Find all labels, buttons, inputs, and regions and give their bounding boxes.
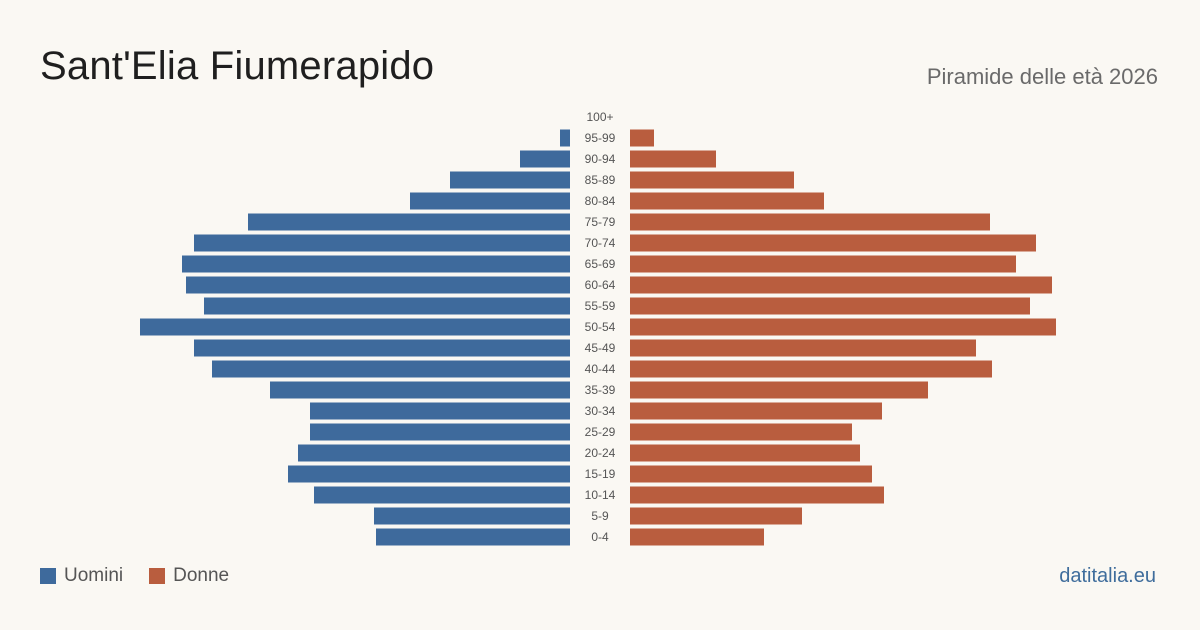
age-label-25-29: 25-29	[585, 425, 616, 439]
age-label-55-59: 55-59	[585, 299, 616, 313]
bar-men-75-79	[248, 213, 570, 231]
bar-men-10-14	[314, 486, 570, 504]
bar-women-75-79	[630, 213, 990, 231]
bar-men-15-19	[288, 465, 570, 483]
legend: Uomini Donne	[40, 565, 255, 587]
bar-women-25-29	[630, 423, 852, 441]
age-label-30-34: 30-34	[585, 404, 616, 418]
bar-women-95-99	[630, 129, 654, 147]
age-label-10-14: 10-14	[585, 488, 616, 502]
legend-label-men: Uomini	[64, 565, 124, 586]
age-label-65-69: 65-69	[585, 257, 616, 271]
brand-link[interactable]: datitalia.eu	[1059, 565, 1156, 587]
bar-men-85-89	[450, 171, 570, 189]
bar-men-30-34	[310, 402, 570, 420]
bar-women-15-19	[630, 465, 872, 483]
age-label-60-64: 60-64	[585, 278, 616, 292]
age-label-75-79: 75-79	[585, 215, 616, 229]
bar-women-80-84	[630, 192, 824, 210]
bar-men-65-69	[182, 255, 570, 273]
bar-women-85-89	[630, 171, 794, 189]
bar-men-55-59	[204, 297, 570, 315]
bar-women-60-64	[630, 276, 1052, 294]
bar-women-70-74	[630, 234, 1036, 252]
legend-swatch-men	[40, 568, 56, 584]
age-label-15-19: 15-19	[585, 467, 616, 481]
bar-men-50-54	[140, 318, 570, 336]
bar-women-0-4	[630, 528, 764, 546]
age-label-80-84: 80-84	[585, 194, 616, 208]
bar-women-50-54	[630, 318, 1056, 336]
bar-men-90-94	[520, 150, 570, 168]
bar-men-5-9	[374, 507, 570, 525]
bar-women-5-9	[630, 507, 802, 525]
legend-item-men: Uomini	[40, 565, 123, 587]
bar-men-80-84	[410, 192, 570, 210]
bar-men-40-44	[212, 360, 570, 378]
bar-men-95-99	[560, 129, 570, 147]
age-label-90-94: 90-94	[585, 152, 616, 166]
bar-women-65-69	[630, 255, 1016, 273]
legend-swatch-women	[149, 568, 166, 584]
age-label-50-54: 50-54	[585, 320, 616, 334]
bar-women-35-39	[630, 381, 928, 399]
bar-women-30-34	[630, 402, 882, 420]
age-label-20-24: 20-24	[585, 446, 616, 460]
bar-men-45-49	[194, 339, 570, 357]
age-label-100plus: 100+	[586, 110, 613, 124]
bar-men-60-64	[186, 276, 570, 294]
bar-women-55-59	[630, 297, 1030, 315]
bar-men-70-74	[194, 234, 570, 252]
bar-women-40-44	[630, 360, 992, 378]
bar-men-20-24	[298, 444, 570, 462]
age-label-40-44: 40-44	[585, 362, 616, 376]
legend-label-women: Donne	[173, 565, 230, 586]
age-label-35-39: 35-39	[585, 383, 616, 397]
bar-women-10-14	[630, 486, 884, 504]
bar-men-35-39	[270, 381, 570, 399]
bar-men-25-29	[310, 423, 570, 441]
age-label-45-49: 45-49	[585, 341, 616, 355]
chart-subtitle: Piramide delle età 2026	[926, 64, 1158, 89]
age-label-85-89: 85-89	[585, 173, 616, 187]
bar-women-20-24	[630, 444, 860, 462]
age-label-95-99: 95-99	[585, 131, 616, 145]
bar-women-90-94	[630, 150, 716, 168]
chart-title: Sant'Elia Fiumerapido	[40, 44, 435, 88]
age-label-5-9: 5-9	[591, 509, 609, 523]
age-label-70-74: 70-74	[585, 236, 616, 250]
bar-women-45-49	[630, 339, 976, 357]
legend-item-women: Donne	[149, 565, 229, 587]
bar-men-0-4	[376, 528, 570, 546]
age-label-0-4: 0-4	[591, 530, 609, 544]
